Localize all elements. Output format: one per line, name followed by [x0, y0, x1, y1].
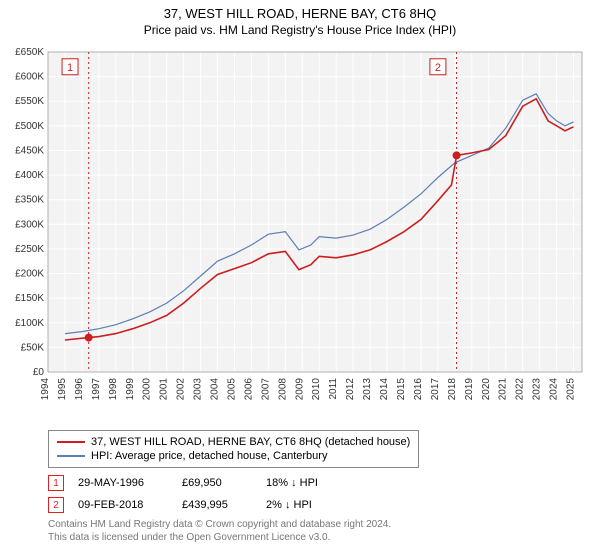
legend-label: HPI: Average price, detached house, Cant…	[91, 450, 327, 462]
svg-text:1999: 1999	[125, 378, 136, 401]
svg-text:2014: 2014	[379, 378, 390, 401]
sale-point-row: 1 29-MAY-1996 £69,950 18% ↓ HPI	[48, 472, 356, 494]
svg-text:1994: 1994	[40, 378, 51, 401]
svg-text:2009: 2009	[294, 378, 305, 401]
copyright: Contains HM Land Registry data © Crown c…	[48, 518, 391, 544]
legend-item: 37, WEST HILL ROAD, HERNE BAY, CT6 8HQ (…	[57, 435, 410, 449]
svg-text:£400K: £400K	[15, 170, 44, 181]
svg-text:1995: 1995	[57, 378, 68, 401]
svg-text:2010: 2010	[311, 378, 322, 401]
point-date: 09-FEB-2018	[78, 499, 168, 511]
svg-text:2008: 2008	[277, 378, 288, 401]
point-date: 29-MAY-1996	[78, 477, 168, 489]
svg-text:£200K: £200K	[15, 269, 44, 280]
legend-swatch	[57, 441, 85, 443]
svg-text:2025: 2025	[566, 378, 577, 401]
svg-text:2015: 2015	[396, 378, 407, 401]
chart-area: £0 £50K £100K £150K £200K £250K £300K £350K £400…	[0, 44, 600, 424]
legend: 37, WEST HILL ROAD, HERNE BAY, CT6 8HQ (…	[48, 430, 419, 468]
legend-item: HPI: Average price, detached house, Cant…	[57, 449, 410, 463]
svg-text:2003: 2003	[193, 378, 204, 401]
sale-point-row: 2 09-FEB-2018 £439,995 2% ↓ HPI	[48, 494, 356, 516]
svg-text:£150K: £150K	[15, 293, 44, 304]
svg-text:2021: 2021	[498, 378, 509, 401]
svg-text:£0: £0	[33, 367, 45, 378]
svg-text:2007: 2007	[260, 378, 271, 401]
svg-text:2017: 2017	[430, 378, 441, 401]
svg-text:2011: 2011	[328, 378, 339, 400]
svg-text:1997: 1997	[91, 378, 102, 401]
svg-text:2006: 2006	[243, 378, 254, 401]
svg-text:2024: 2024	[549, 378, 560, 401]
svg-text:2022: 2022	[515, 378, 526, 401]
svg-text:1998: 1998	[108, 378, 119, 401]
svg-text:£500K: £500K	[15, 121, 44, 132]
svg-text:2013: 2013	[362, 378, 373, 401]
svg-text:£300K: £300K	[15, 219, 44, 230]
point-badge: 2	[48, 497, 64, 513]
legend-label: 37, WEST HILL ROAD, HERNE BAY, CT6 8HQ (…	[91, 436, 410, 448]
svg-text:2016: 2016	[413, 378, 424, 401]
svg-text:2023: 2023	[532, 378, 543, 401]
copyright-line: This data is licensed under the Open Gov…	[48, 531, 391, 544]
point-badge: 1	[48, 475, 64, 491]
svg-text:2019: 2019	[464, 378, 475, 401]
svg-text:2002: 2002	[176, 378, 187, 401]
page-subtitle: Price paid vs. HM Land Registry's House …	[0, 21, 600, 37]
point-delta: 18% ↓ HPI	[266, 477, 356, 489]
svg-text:1: 1	[67, 62, 73, 74]
point-price: £439,995	[182, 499, 252, 511]
svg-text:2005: 2005	[226, 378, 237, 401]
svg-text:1996: 1996	[74, 378, 85, 401]
svg-text:£50K: £50K	[21, 342, 45, 353]
svg-text:2000: 2000	[142, 378, 153, 401]
svg-text:£600K: £600K	[15, 72, 44, 83]
point-delta: 2% ↓ HPI	[266, 499, 356, 511]
svg-text:£350K: £350K	[15, 195, 44, 206]
copyright-line: Contains HM Land Registry data © Crown c…	[48, 518, 391, 531]
price-chart: £0 £50K £100K £150K £200K £250K £300K £350K £400…	[0, 44, 600, 424]
sale-points: 1 29-MAY-1996 £69,950 18% ↓ HPI 2 09-FEB…	[48, 472, 356, 516]
svg-text:£450K: £450K	[15, 145, 44, 156]
legend-swatch	[57, 455, 85, 457]
point-price: £69,950	[182, 477, 252, 489]
svg-text:2004: 2004	[210, 378, 221, 401]
svg-text:2: 2	[435, 62, 441, 74]
svg-text:£250K: £250K	[15, 244, 44, 255]
svg-text:2020: 2020	[481, 378, 492, 401]
svg-text:£550K: £550K	[15, 96, 44, 107]
svg-text:2012: 2012	[345, 378, 356, 401]
svg-text:2018: 2018	[447, 378, 458, 401]
svg-text:£650K: £650K	[15, 47, 44, 58]
page-title: 37, WEST HILL ROAD, HERNE BAY, CT6 8HQ	[0, 0, 600, 21]
svg-text:2001: 2001	[159, 378, 170, 401]
svg-text:£100K: £100K	[15, 318, 44, 329]
